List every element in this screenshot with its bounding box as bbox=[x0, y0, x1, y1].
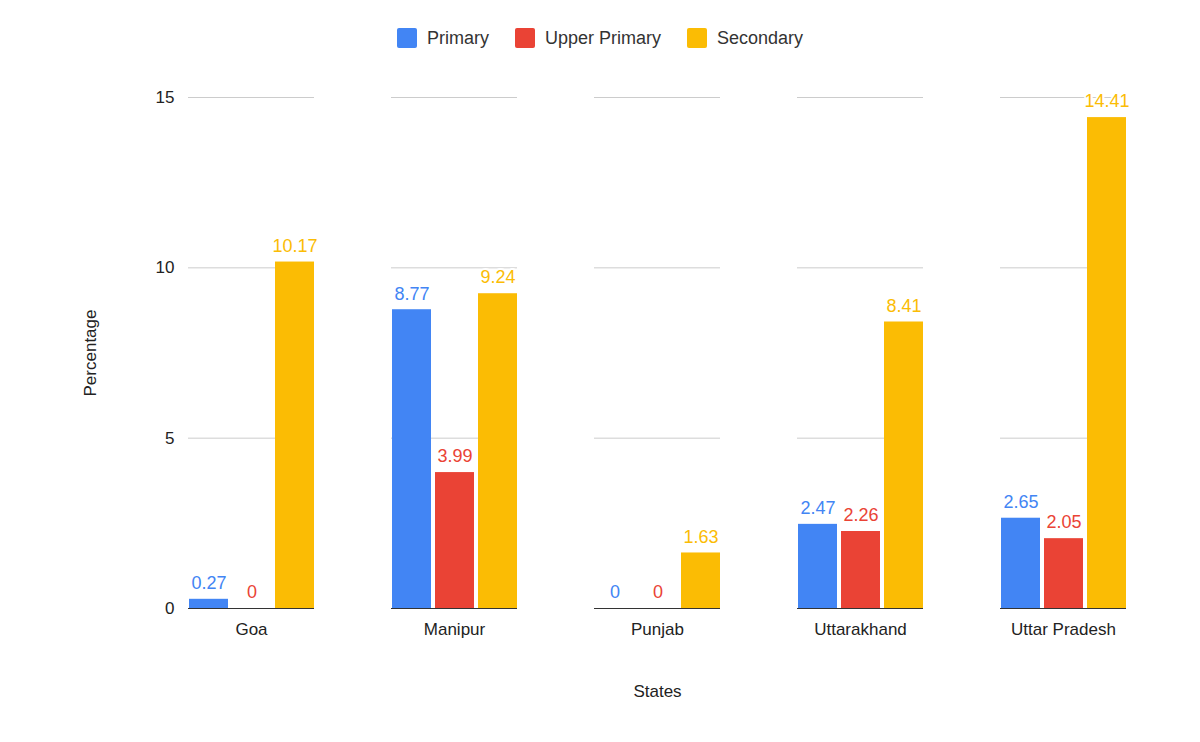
svg-text:0: 0 bbox=[165, 599, 174, 618]
svg-text:Uttarakhand: Uttarakhand bbox=[814, 620, 907, 639]
html-text:Secondary: Secondary bbox=[717, 27, 803, 48]
svg-text:Goa: Goa bbox=[235, 620, 268, 639]
svg-text:3.99: 3.99 bbox=[437, 446, 472, 466]
svg-text:States: States bbox=[633, 682, 681, 701]
svg-text:1.63: 1.63 bbox=[683, 527, 718, 547]
svg-text:2.65: 2.65 bbox=[1003, 492, 1038, 512]
svg-text:Punjab: Punjab bbox=[631, 620, 684, 639]
svg-text:8.77: 8.77 bbox=[394, 283, 429, 303]
svg-text:8.41: 8.41 bbox=[886, 296, 921, 316]
svg-text:14.41: 14.41 bbox=[1084, 91, 1129, 111]
svg-text:5: 5 bbox=[165, 429, 174, 448]
svg-text:Percentage: Percentage bbox=[81, 310, 100, 397]
svg-text:10: 10 bbox=[156, 258, 175, 277]
svg-text:Uttar Pradesh: Uttar Pradesh bbox=[1011, 620, 1116, 639]
svg-text:10.17: 10.17 bbox=[272, 236, 317, 256]
html-text:Upper Primary: Upper Primary bbox=[545, 27, 661, 48]
svg-text:0: 0 bbox=[610, 582, 620, 602]
svg-text:9.24: 9.24 bbox=[480, 267, 515, 287]
svg-text:0: 0 bbox=[653, 582, 663, 602]
svg-text:15: 15 bbox=[156, 88, 175, 107]
svg-text:Manipur: Manipur bbox=[424, 620, 486, 639]
svg-text:2.26: 2.26 bbox=[843, 505, 878, 525]
svg-text:2.05: 2.05 bbox=[1046, 512, 1081, 532]
svg-text:0: 0 bbox=[247, 582, 257, 602]
html-text:Primary: Primary bbox=[427, 27, 489, 48]
svg-text:0.27: 0.27 bbox=[191, 573, 226, 593]
svg-text:2.47: 2.47 bbox=[800, 498, 835, 518]
